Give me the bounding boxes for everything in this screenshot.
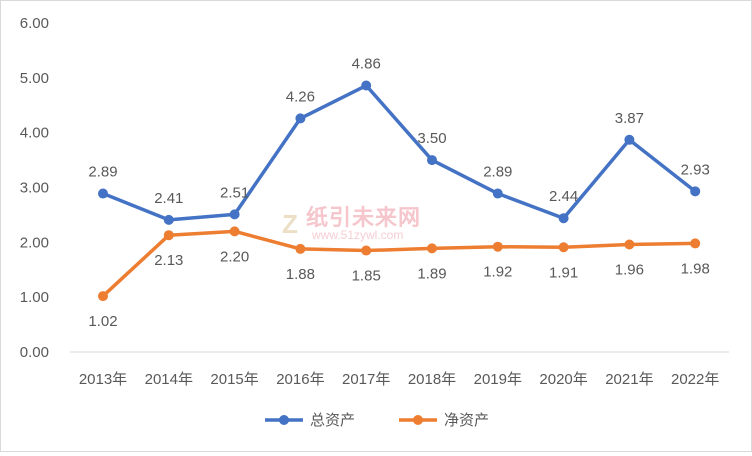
- series-line-total-assets: [102, 83, 697, 222]
- y-tick-label: 1.00: [20, 289, 49, 306]
- data-point: [163, 214, 174, 225]
- y-tick-label: 0.00: [20, 344, 49, 361]
- data-point: [558, 242, 569, 253]
- data-point: [361, 80, 372, 91]
- data-label: 1.92: [483, 264, 512, 281]
- series-line-net-assets: [101, 229, 696, 298]
- y-tick-label: 5.00: [20, 70, 49, 87]
- data-point: [295, 243, 306, 254]
- data-label: 2.89: [88, 164, 117, 181]
- data-point: [690, 186, 701, 197]
- data-label: 1.02: [88, 313, 117, 330]
- data-point: [229, 226, 240, 237]
- data-point: [361, 245, 372, 256]
- y-tick-label: 2.00: [20, 234, 49, 251]
- data-point: [98, 291, 108, 302]
- data-label: 1.88: [286, 266, 315, 283]
- data-point: [624, 239, 635, 250]
- data-label: 2.93: [681, 161, 710, 178]
- data-label: 1.89: [417, 265, 446, 282]
- data-label: 2.51: [220, 184, 249, 201]
- data-label: 2.41: [154, 190, 183, 207]
- data-label: 4.86: [352, 56, 381, 73]
- x-tick-label: 2022年: [671, 371, 719, 388]
- y-tick-label: 6.00: [20, 15, 49, 32]
- data-point: [295, 113, 306, 124]
- data-label: 2.89: [483, 164, 512, 181]
- y-tick-label: 3.00: [20, 180, 49, 197]
- data-point: [98, 188, 108, 199]
- legend-marker: [413, 415, 423, 425]
- data-label: 1.85: [352, 268, 381, 285]
- data-label: 2.44: [549, 188, 578, 205]
- data-label: 1.91: [549, 264, 578, 281]
- x-tick-label: 2013年: [79, 371, 127, 388]
- x-tick-label: 2014年: [145, 371, 193, 388]
- x-tick-label: 2020年: [539, 371, 587, 388]
- data-label: 3.50: [417, 130, 446, 147]
- x-tick-label: 2021年: [605, 371, 653, 388]
- x-tick-label: 2016年: [276, 371, 324, 388]
- legend-label: 净资产: [444, 412, 489, 429]
- legend-label: 总资产: [310, 412, 355, 429]
- data-point: [229, 209, 240, 220]
- data-point: [492, 241, 503, 252]
- data-label: 1.98: [681, 260, 710, 277]
- data-point: [492, 188, 503, 199]
- data-point: [690, 238, 701, 249]
- data-label: 2.20: [220, 248, 249, 265]
- data-point: [163, 230, 174, 241]
- y-tick-label: 4.00: [20, 125, 49, 142]
- x-tick-label: 2015年: [210, 371, 258, 388]
- data-point: [427, 243, 437, 254]
- legend-marker: [279, 415, 289, 425]
- x-tick-label: 2018年: [408, 371, 456, 388]
- data-label: 3.87: [615, 110, 644, 127]
- data-point: [558, 213, 569, 224]
- x-tick-label: 2017年: [342, 371, 390, 388]
- data-point: [624, 134, 635, 145]
- x-tick-label: 2019年: [474, 371, 522, 388]
- data-point: [427, 155, 437, 166]
- data-label: 4.26: [286, 88, 315, 105]
- data-label: 2.13: [154, 252, 183, 269]
- data-label: 1.96: [615, 262, 644, 279]
